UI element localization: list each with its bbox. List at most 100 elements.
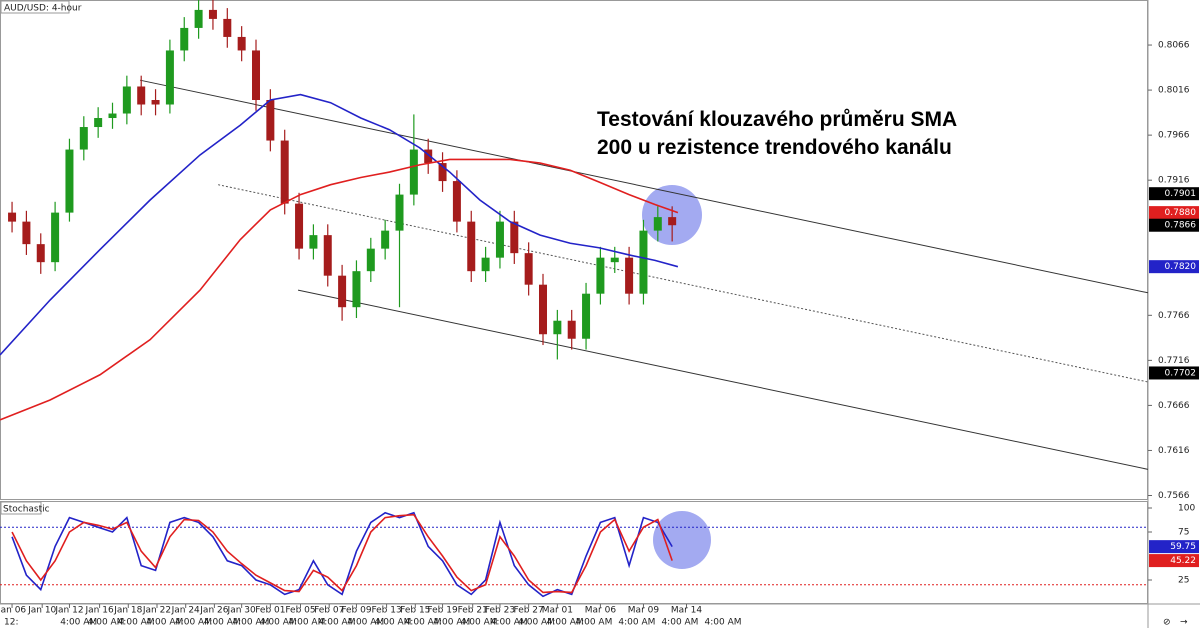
candle-body	[237, 36, 246, 51]
pane-title: Stochastic	[3, 505, 50, 515]
candle-body	[151, 100, 160, 105]
y-tick-label: 0.7616	[1158, 446, 1190, 456]
candle-body	[539, 284, 548, 335]
candle-body	[625, 257, 634, 294]
y-tick-label: 0.7916	[1158, 176, 1190, 186]
x-tick-label: Mar 06	[585, 606, 617, 616]
x-tick-label: Feb 01	[255, 606, 285, 616]
indicator-line	[0, 93, 679, 356]
price-badge	[1149, 187, 1199, 201]
y-tick-label: 25	[1178, 576, 1189, 586]
candle-body	[252, 50, 261, 100]
y-tick-label: 0.7966	[1158, 131, 1190, 141]
candle-body	[582, 293, 591, 339]
time-label: 4:00 AM	[575, 618, 612, 628]
indicator-line	[11, 511, 673, 598]
candle-body	[366, 248, 375, 272]
candle-body	[481, 257, 490, 272]
price-badge	[1149, 366, 1199, 380]
time-label: 4:00 AM	[204, 618, 241, 628]
time-label: 4:00 AM	[374, 618, 411, 628]
title-box	[0, 501, 42, 515]
y-tick-label: 75	[1178, 528, 1189, 538]
x-tick-label: Feb 07	[314, 606, 344, 616]
x-tick-label: Feb 21	[458, 606, 488, 616]
candle-body	[510, 221, 519, 254]
time-label: 4:00 AM	[618, 618, 655, 628]
x-tick-label: Mar 14	[671, 606, 703, 616]
price-badge-label: 45.22	[1170, 556, 1196, 566]
candle-body	[438, 163, 447, 182]
candle-body	[639, 230, 648, 294]
y-tick-label: 0.8016	[1158, 86, 1190, 96]
price-badge-label: 0.7702	[1165, 368, 1197, 378]
price-badge	[1149, 540, 1199, 554]
time-label: 4:00 AM	[661, 618, 698, 628]
x-tick-label: Jan 22	[142, 606, 171, 616]
time-label: 4:00 AM	[260, 618, 297, 628]
x-tick-label: Feb 23	[485, 606, 515, 616]
candle-body	[8, 212, 17, 222]
price-badge	[1149, 554, 1199, 568]
y-tick-label: 0.7716	[1158, 356, 1190, 366]
candle-body	[352, 271, 361, 308]
candle-body	[51, 212, 60, 263]
candle-body	[409, 149, 418, 195]
time-label: 4:00 AM	[60, 618, 97, 628]
time-label: 4:00 AM	[87, 618, 124, 628]
icon[interactable]: →	[1180, 618, 1188, 628]
time-label: 4:00 AM	[146, 618, 183, 628]
x-tick-label: Jan 24	[171, 606, 200, 616]
candle-body	[22, 221, 31, 245]
candle-body	[553, 320, 562, 335]
x-tick-label: Jan 06	[0, 606, 26, 616]
title-box	[0, 0, 70, 14]
time-label: 4:00 AM	[705, 618, 742, 628]
time-label: 4:00 AM	[491, 618, 528, 628]
candle-body	[610, 257, 619, 263]
y-tick-label: 100	[1178, 504, 1195, 514]
time-label: 4:00 AM	[118, 618, 155, 628]
candle-body	[381, 230, 390, 249]
annotation-line: Testování klouzavého průměru SMA	[597, 108, 958, 131]
x-tick-label: Feb 05	[285, 606, 315, 616]
time-label: 4:00 AM	[405, 618, 442, 628]
y-tick-label: 0.7766	[1158, 311, 1190, 321]
candle-body	[295, 203, 304, 249]
time-label: 12:	[4, 618, 18, 628]
time-label: 4:00 AM	[288, 618, 325, 628]
x-tick-label: Feb 09	[341, 606, 372, 616]
time-label: 4:00 AM	[347, 618, 384, 628]
annotation: Testování klouzavého průměru SMA 200 u r…	[597, 106, 957, 162]
candle-body	[122, 86, 131, 114]
candle-body	[653, 217, 662, 231]
indicator-line	[0, 158, 679, 421]
x-tick-label: Jan 12	[54, 606, 83, 616]
time-label: 4:00 AM	[433, 618, 470, 628]
highlight	[653, 511, 711, 569]
x-tick-label: Jan 18	[113, 606, 142, 616]
candle-body	[338, 275, 347, 308]
x-tick-label: Jan 10	[27, 606, 56, 616]
candle-body	[65, 149, 74, 213]
candle-body	[395, 194, 404, 231]
x-tick-label: Mar 09	[628, 606, 660, 616]
candle-body	[424, 149, 433, 164]
price-badge	[1149, 260, 1199, 274]
candle-body	[137, 86, 146, 105]
x-tick-label: Feb 13	[371, 606, 401, 616]
time-label: 4:00 AM	[175, 618, 212, 628]
indicator-line	[11, 513, 673, 594]
price-badge	[1149, 206, 1199, 220]
x-tick-label: Jan 16	[84, 606, 113, 616]
trend-line	[218, 184, 1149, 383]
candle-body	[79, 127, 88, 150]
candle-body	[467, 221, 476, 272]
time-label: 4:00 AM	[318, 618, 355, 628]
y-tick-label: 0.8066	[1158, 41, 1190, 51]
icon[interactable]: ⊘	[1163, 618, 1171, 628]
x-tick-label: Feb 15	[400, 606, 430, 616]
candle-body	[280, 140, 289, 204]
candle-body	[323, 235, 332, 276]
